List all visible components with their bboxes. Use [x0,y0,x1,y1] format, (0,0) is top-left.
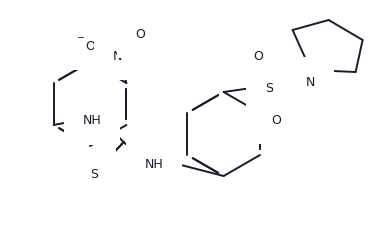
Text: NH: NH [82,114,101,127]
Text: S: S [265,81,273,94]
Text: N: N [306,76,315,89]
Text: S: S [90,168,98,181]
Text: O: O [272,113,282,126]
Text: −: − [77,33,85,43]
Text: O: O [85,39,95,52]
Text: N⁺: N⁺ [112,49,128,62]
Text: O: O [254,49,264,62]
Text: O: O [135,27,145,40]
Text: NH: NH [144,158,163,171]
